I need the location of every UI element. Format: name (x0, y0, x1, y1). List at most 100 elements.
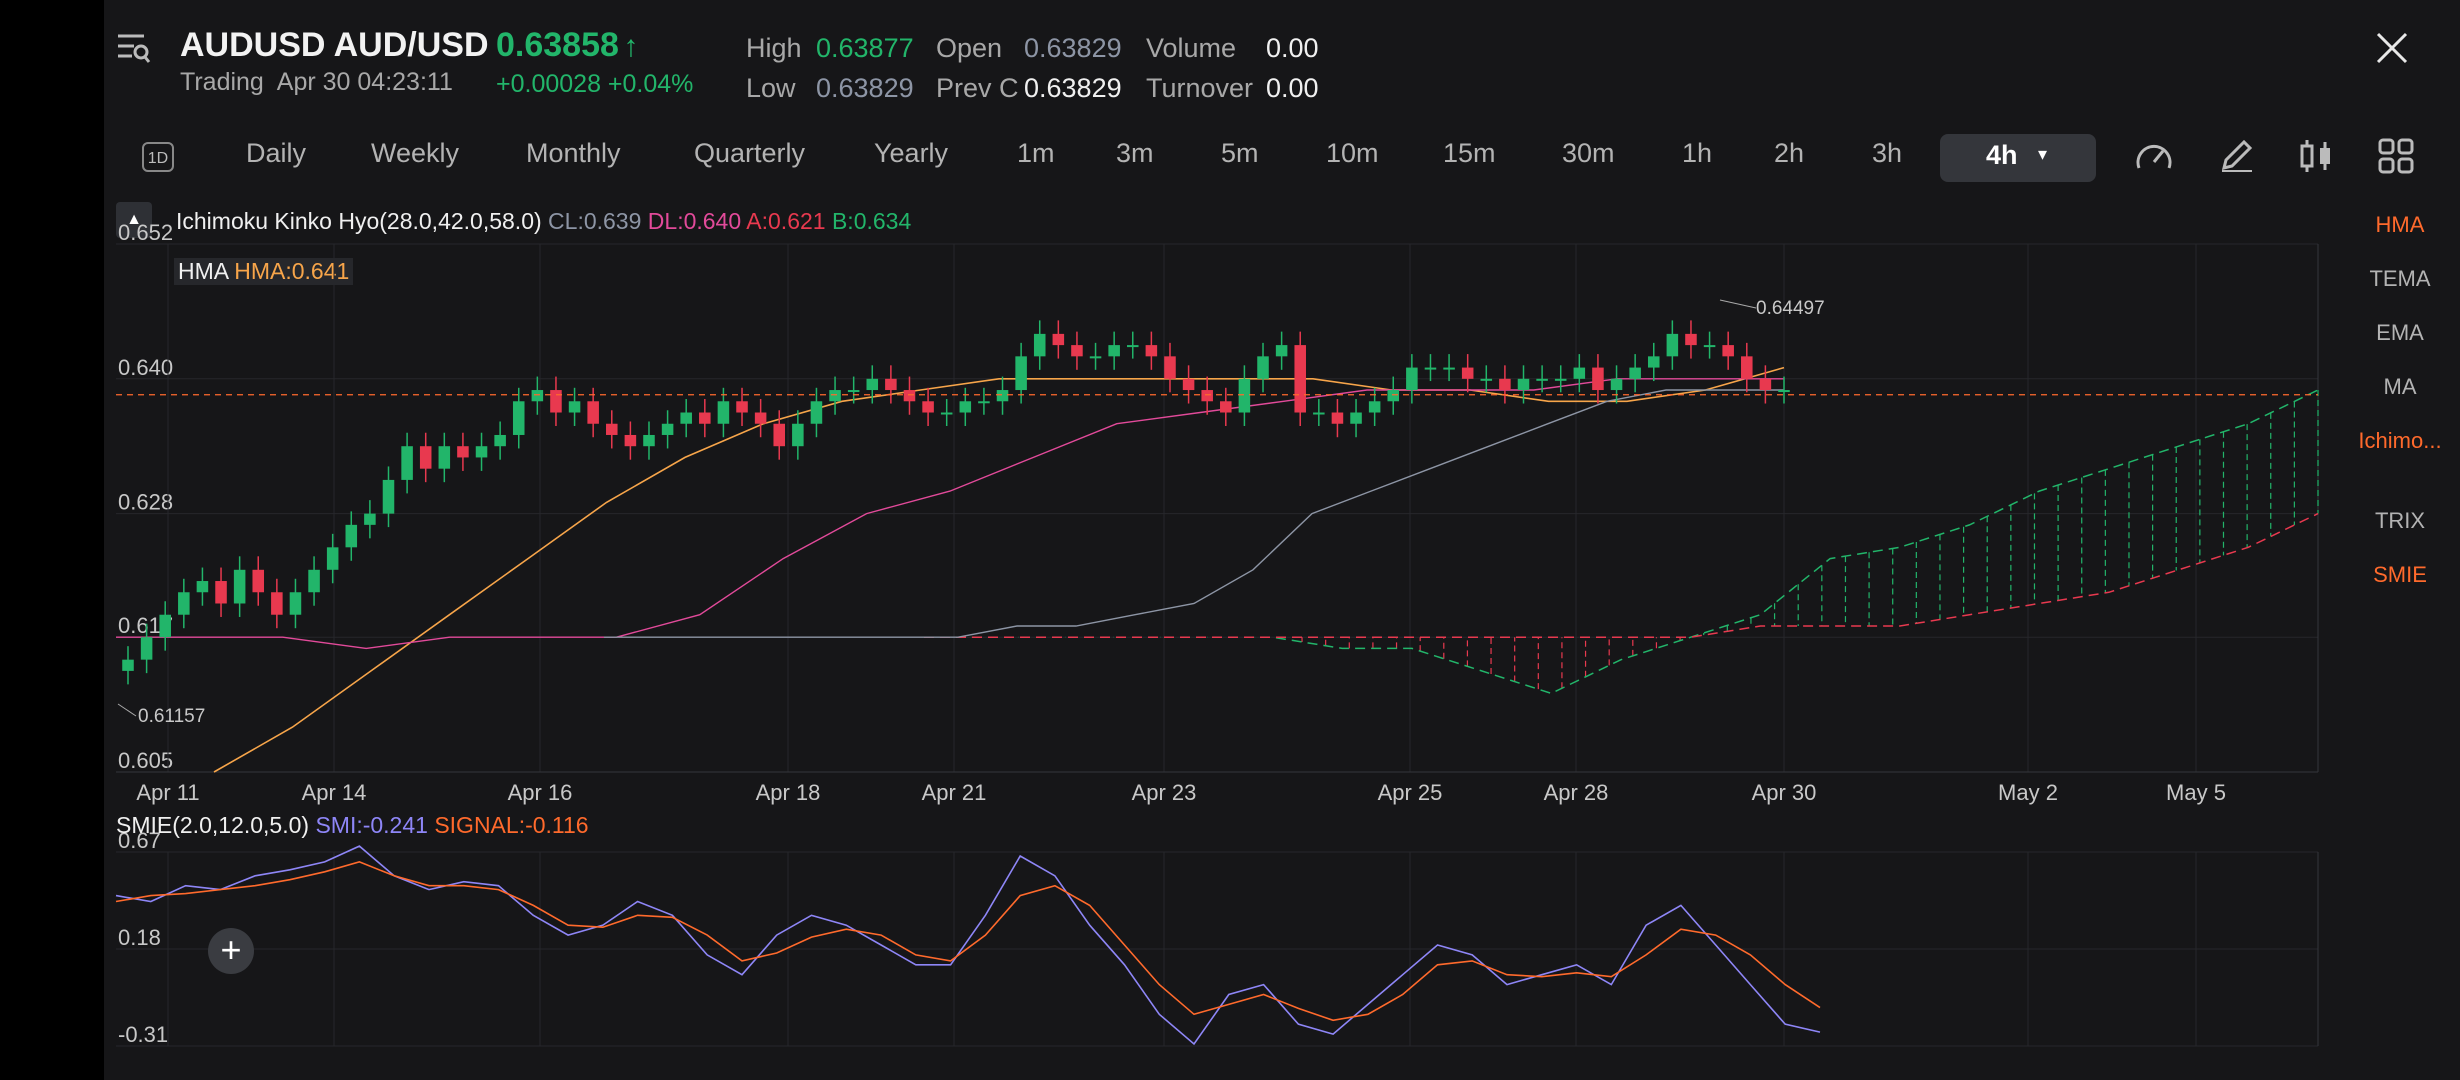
candle-body (922, 401, 934, 413)
candle-body (1592, 367, 1604, 391)
candle-body (1313, 412, 1325, 415)
pencil-icon[interactable] (2216, 138, 2256, 179)
x-tick-label: Apr 11 (136, 780, 199, 805)
candle-body (1201, 390, 1213, 402)
cl-value: CL:0.639 (548, 208, 642, 234)
collapse-indicators-button[interactable]: ▲ (116, 202, 152, 238)
y-tick-label: 0.652 (118, 220, 173, 245)
candle-body (531, 390, 544, 402)
side-trix[interactable]: TRIX (2374, 508, 2426, 533)
candle-body (1629, 367, 1641, 379)
tf-yearly[interactable]: Yearly (874, 138, 949, 168)
candle-body (717, 401, 730, 424)
candle-body (1406, 367, 1418, 391)
prevc-value: 0.63829 (1024, 73, 1122, 103)
gauge-icon[interactable] (2134, 138, 2174, 179)
tf-3h[interactable]: 3h (1872, 138, 1903, 168)
daily-badge[interactable]: 1D (142, 142, 174, 172)
side-tema[interactable]: TEMA (2369, 266, 2431, 291)
open-label: Open (936, 33, 1003, 63)
candle-body (364, 513, 376, 525)
candle-body (624, 434, 637, 447)
candle-body (1554, 378, 1567, 381)
candle-body (1368, 401, 1381, 413)
candle-body (1108, 345, 1120, 357)
tf-4h-label: 4h (1986, 140, 2018, 170)
tf-daily[interactable]: Daily (246, 138, 307, 168)
high-value: 0.63877 (816, 33, 914, 63)
x-tick-label: Apr 16 (508, 780, 573, 805)
x-tick-label: Apr 14 (302, 780, 367, 805)
candle-body (587, 401, 599, 424)
candle-body (773, 423, 786, 447)
candle-body (1089, 356, 1102, 359)
candle-body (1647, 356, 1660, 368)
tf-30m[interactable]: 30m (1562, 138, 1615, 168)
tf-2h[interactable]: 2h (1774, 138, 1805, 168)
candle-body (792, 423, 804, 447)
candle-body (699, 412, 711, 424)
candle-body (1238, 378, 1251, 413)
candle-body (438, 446, 451, 469)
y-tick-label: 0.605 (118, 748, 173, 773)
candle-body (903, 390, 916, 402)
app-window: AUDUSD AUD/USD 0.63858 ↑ Trading Apr 30 … (104, 0, 2460, 1080)
tf-15m[interactable]: 15m (1443, 138, 1496, 168)
tf-5m[interactable]: 5m (1221, 138, 1259, 168)
candle-body (829, 390, 841, 402)
side-smie[interactable]: SMIE (2373, 562, 2427, 587)
candle-body (1257, 356, 1269, 379)
menu-search-icon[interactable] (114, 30, 154, 66)
low-label: Low (746, 73, 796, 103)
side-ichimoku[interactable]: Ichimo... (2358, 428, 2442, 453)
tf-3m[interactable]: 3m (1116, 138, 1154, 168)
candle-body (1424, 367, 1437, 370)
ichimoku-legend: Ichimoku Kinko Hyo(28.0,42.0,58.0) CL:0.… (176, 208, 911, 235)
candle-type-icon[interactable] (2296, 138, 2336, 179)
tf-monthly[interactable]: Monthly (526, 138, 621, 168)
price-value: 0.63858 (496, 26, 619, 64)
candle-body (754, 412, 767, 424)
tf-10m[interactable]: 10m (1326, 138, 1379, 168)
hma-name: HMA (178, 258, 228, 284)
candle-body (122, 659, 134, 671)
side-ma[interactable]: MA (2383, 374, 2417, 399)
close-icon[interactable] (2374, 30, 2410, 66)
x-tick-label: Apr 23 (1132, 780, 1197, 805)
candle-body (1741, 356, 1753, 379)
tf-1h[interactable]: 1h (1682, 138, 1713, 168)
candle-body (940, 412, 953, 415)
add-indicator-button[interactable]: + (208, 928, 254, 974)
candle-body (308, 569, 320, 593)
candle-body (1220, 401, 1232, 413)
turnover-label: Turnover (1146, 73, 1254, 103)
volume-value: 0.00 (1266, 33, 1319, 63)
candle-body (1536, 378, 1548, 381)
side-hma[interactable]: HMA (2375, 212, 2425, 237)
candle-body (1126, 345, 1139, 348)
side-ema[interactable]: EMA (2376, 320, 2424, 345)
candle-body (1573, 367, 1586, 379)
candle-body (1722, 345, 1734, 357)
grid-layout-icon[interactable] (2376, 138, 2416, 179)
prevc-label: Prev C (936, 73, 1019, 103)
status-text: Trading (180, 68, 264, 96)
tf-weekly[interactable]: Weekly (371, 138, 460, 168)
symbol-title: AUDUSD AUD/USD (180, 26, 489, 64)
x-tick-label: Apr 28 (1544, 780, 1609, 805)
candle-body (680, 412, 692, 424)
tf-1m[interactable]: 1m (1017, 138, 1055, 168)
candle-body (401, 446, 413, 480)
y-tick-label: 0.628 (118, 490, 173, 515)
tf-quarterly[interactable]: Quarterly (694, 138, 806, 168)
low-value: 0.63829 (816, 73, 914, 103)
cl-line (604, 389, 1784, 638)
volume-label: Volume (1146, 33, 1237, 63)
candle-body (252, 569, 265, 593)
candle-body (382, 479, 395, 514)
low-marker-line (117, 703, 137, 717)
tf-4h-active[interactable]: 4h ▾ (1940, 134, 2096, 182)
a-value: A:0.621 (746, 208, 826, 234)
last-price: 0.63858 ↑ (496, 26, 638, 65)
